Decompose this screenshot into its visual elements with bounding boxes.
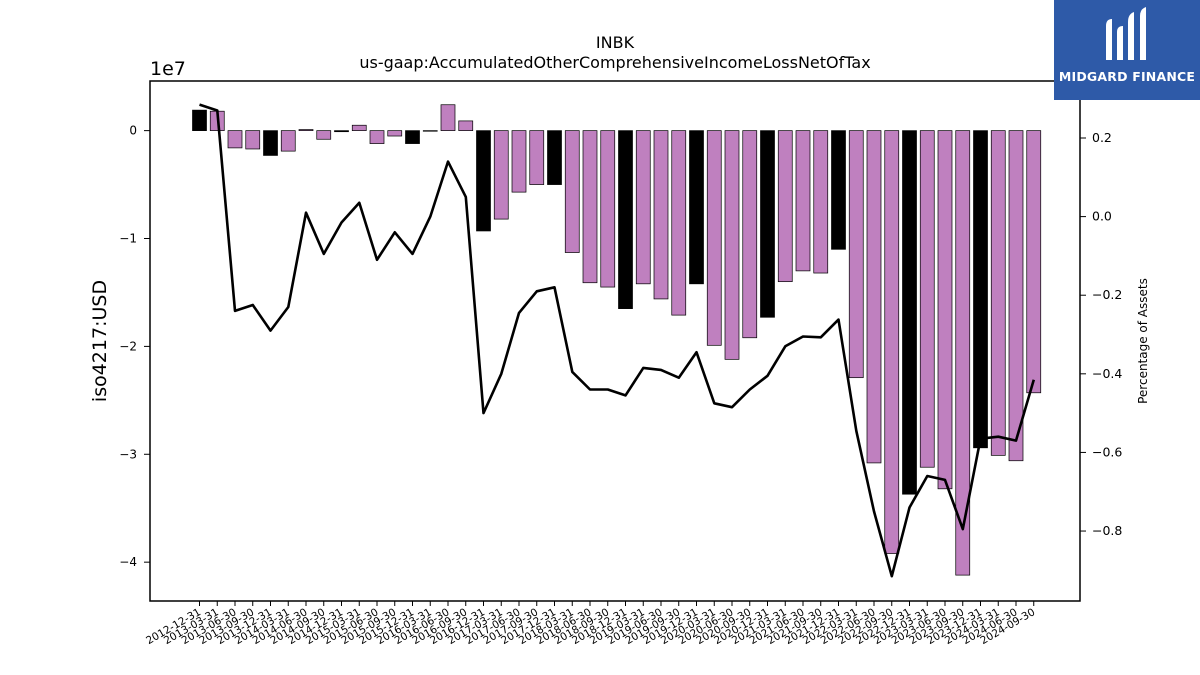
y-tick-label: −3 — [119, 447, 137, 461]
series-line — [199, 103, 1036, 578]
y-tick-label: 0 — [129, 124, 137, 138]
bar — [564, 130, 580, 253]
bar — [919, 130, 935, 468]
bar — [618, 130, 633, 309]
bar — [422, 130, 438, 132]
bar — [245, 130, 261, 150]
bar — [298, 129, 314, 131]
bar — [351, 124, 367, 131]
bar — [440, 104, 456, 131]
bar — [263, 130, 278, 156]
bar — [760, 130, 775, 318]
bar — [458, 120, 474, 131]
bar — [547, 130, 562, 185]
bar — [990, 130, 1006, 456]
bar — [227, 130, 243, 149]
bar — [742, 130, 758, 339]
y2-tick-label: −0.6 — [1092, 444, 1122, 459]
bar — [813, 130, 829, 274]
bar — [653, 130, 669, 300]
bar — [706, 130, 722, 346]
bar — [902, 130, 917, 495]
bar — [493, 130, 509, 220]
bar — [795, 130, 811, 272]
y2-axis-label: Percentage of Assets — [1136, 278, 1150, 404]
chart-title: INBK — [596, 33, 635, 52]
y2-tick-label: 0.2 — [1092, 130, 1112, 145]
y-offset-label: 1e7 — [150, 58, 186, 80]
bar — [866, 130, 882, 464]
bar — [529, 130, 545, 185]
midgard-logo-icon — [1106, 7, 1146, 60]
y2-tick-label: 0.0 — [1092, 209, 1112, 224]
bar — [777, 130, 793, 283]
bar — [316, 130, 332, 140]
bar — [476, 130, 491, 232]
bar — [848, 130, 864, 379]
bar — [600, 130, 616, 288]
bar — [369, 130, 385, 144]
bar — [334, 130, 349, 133]
bar — [724, 130, 740, 360]
bar — [635, 130, 651, 285]
bar — [405, 130, 420, 144]
bar — [582, 130, 598, 284]
bar — [955, 130, 971, 576]
bar — [1026, 130, 1042, 394]
logo-text: MIDGARD FINANCE — [1058, 69, 1196, 84]
bar — [1008, 130, 1024, 462]
bar — [689, 130, 704, 285]
chart-subtitle: us-gaap:AccumulatedOtherComprehensiveInc… — [359, 53, 870, 72]
bar — [671, 130, 687, 316]
bar — [831, 130, 846, 250]
bar — [280, 130, 296, 152]
bar — [937, 130, 953, 490]
bar — [973, 130, 988, 449]
bar — [192, 109, 207, 131]
bar — [884, 130, 900, 554]
y-tick-label: −1 — [119, 232, 137, 246]
y2-tick-label: −0.4 — [1092, 366, 1122, 381]
y2-tick-label: −0.8 — [1092, 523, 1122, 538]
bar — [387, 130, 403, 137]
plot-frame — [149, 80, 1081, 602]
y2-tick-label: −0.2 — [1092, 287, 1122, 302]
y-tick-label: −2 — [119, 339, 137, 353]
y-axis-label: iso4217:USD — [89, 280, 111, 402]
midgard-logo: MIDGARD FINANCE — [1054, 0, 1200, 100]
bar — [511, 130, 527, 193]
y-tick-label: −4 — [119, 555, 137, 569]
plot-area: −4−3−2−10−0.8−0.6−0.4−0.20.00.22012-12-3… — [119, 80, 1122, 647]
